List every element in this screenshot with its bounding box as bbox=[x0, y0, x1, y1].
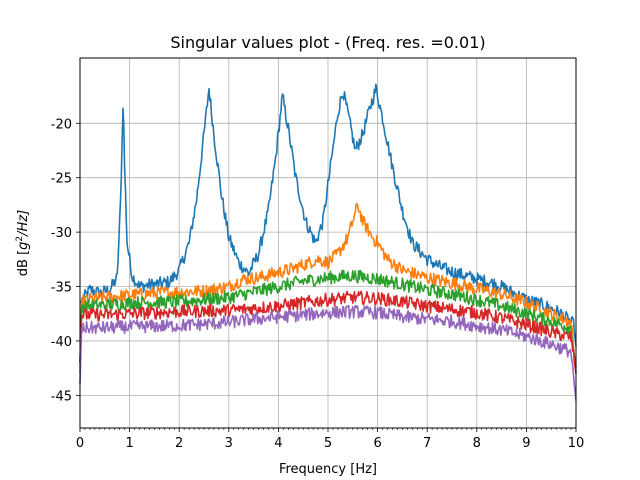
chart-title: Singular values plot - (Freq. res. =0.01… bbox=[170, 33, 485, 52]
series-line-2 bbox=[79, 202, 577, 374]
x-tick-label: 8 bbox=[473, 436, 481, 451]
y-tick-label: -40 bbox=[51, 335, 72, 350]
y-tick-label: -45 bbox=[51, 389, 72, 404]
ticks bbox=[76, 122, 577, 432]
tick-labels: 0 1 2 3 4 5 6 7 8 9 10 -45 -40 -35 -30 -25 -20 bbox=[51, 117, 585, 451]
x-tick-label: 7 bbox=[423, 436, 431, 451]
y-axis-title-g: g bbox=[16, 242, 31, 250]
y-tick-label: -30 bbox=[51, 226, 72, 241]
series-line-3 bbox=[79, 269, 577, 369]
y-axis-title-prefix: dB [ bbox=[16, 250, 31, 276]
y-axis-title: dB [g2/Hz] bbox=[15, 210, 31, 276]
y-axis-title-sup: 2 bbox=[15, 236, 25, 242]
series-line-5 bbox=[79, 304, 577, 401]
y-axis-title-suffix: /Hz] bbox=[16, 210, 31, 237]
x-tick-label: 10 bbox=[568, 436, 585, 451]
y-tick-label: -25 bbox=[51, 172, 72, 187]
x-tick-label: 1 bbox=[125, 436, 133, 451]
x-tick-label: 9 bbox=[522, 436, 530, 451]
series-layer bbox=[79, 83, 577, 401]
series-line-4 bbox=[79, 290, 577, 374]
y-tick-label: -20 bbox=[51, 117, 72, 132]
x-tick-label: 5 bbox=[324, 436, 332, 451]
y-tick-label: -35 bbox=[51, 281, 72, 296]
x-tick-label: 6 bbox=[373, 436, 381, 451]
x-tick-label: 0 bbox=[76, 436, 84, 451]
x-tick-label: 2 bbox=[175, 436, 183, 451]
x-tick-label: 4 bbox=[274, 436, 282, 451]
x-axis-title: Frequency [Hz] bbox=[279, 462, 377, 477]
x-tick-label: 3 bbox=[225, 436, 233, 451]
